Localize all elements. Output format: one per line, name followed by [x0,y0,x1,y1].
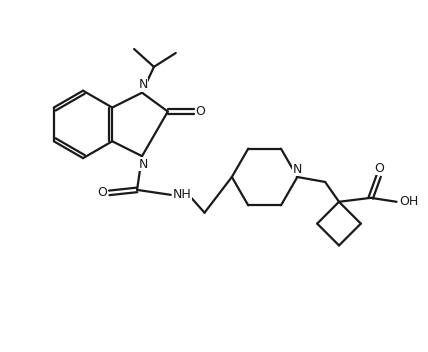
Text: N: N [138,78,148,91]
Text: N: N [293,163,302,176]
Text: O: O [98,186,107,199]
Text: NH: NH [172,188,191,201]
Text: O: O [374,162,383,175]
Text: O: O [196,105,205,118]
Text: N: N [138,158,148,171]
Text: OH: OH [399,195,418,208]
